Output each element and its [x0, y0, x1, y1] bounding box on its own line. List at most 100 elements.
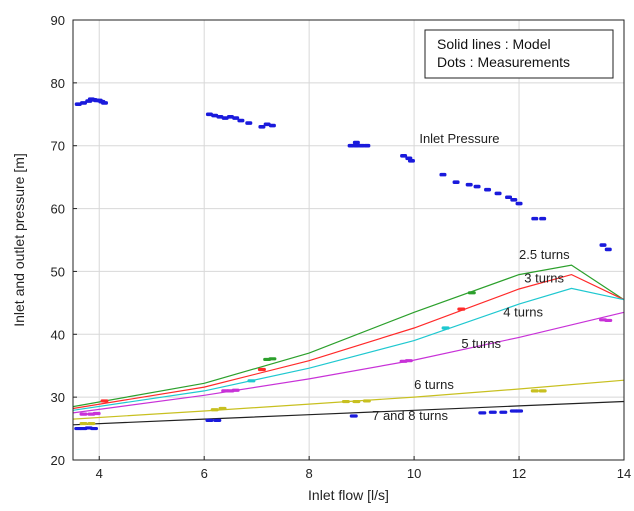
x-tick-label: 12 [512, 466, 526, 481]
measurement-point [100, 399, 109, 403]
measurement-point [530, 389, 539, 393]
inlet-pressure-point [510, 197, 518, 202]
y-tick-label: 90 [51, 13, 65, 28]
inlet-pressure-point [237, 118, 245, 123]
y-tick-label: 70 [51, 139, 65, 154]
measurement-point [79, 421, 88, 426]
measurement-point [268, 357, 277, 361]
inlet-pressure-point [531, 216, 539, 221]
y-tick-label: 30 [51, 390, 65, 405]
model-line [72, 264, 625, 408]
measurement-point [362, 399, 371, 403]
measurement-point [210, 408, 219, 412]
inlet-pressure-point [79, 101, 87, 105]
inlet-pressure-point [465, 182, 473, 187]
model-line [72, 400, 625, 426]
measurement-point [341, 399, 350, 404]
legend-box: Solid lines : Model Dots : Measurements [424, 29, 614, 79]
x-tick-label: 10 [407, 466, 421, 481]
y-tick-label: 60 [51, 202, 65, 217]
measurement-point [499, 410, 508, 414]
series-label: 6 turns [414, 377, 454, 392]
measurement-point [515, 409, 524, 413]
x-tick-label: 6 [201, 466, 208, 481]
measurement-point [257, 367, 266, 372]
inlet-pressure-point [258, 125, 266, 129]
model-lines [72, 264, 625, 426]
inlet-pressure-point [347, 143, 355, 148]
inlet-pressure-point [505, 195, 513, 200]
measurement-point [89, 426, 98, 431]
series-label: 5 turns [461, 336, 501, 351]
inlet-pressure-point [439, 172, 447, 177]
measurement-point [352, 399, 361, 404]
model-line [72, 287, 625, 411]
model-line [72, 311, 625, 414]
inlet-pressure-point [352, 140, 360, 145]
inlet-pressure-point [74, 102, 82, 107]
measurement-point [441, 326, 450, 330]
measurement-point [404, 359, 413, 363]
y-tick-label: 50 [51, 264, 65, 279]
inlet-pressure-point [232, 116, 240, 120]
model-line [72, 379, 625, 420]
measurement-point [538, 389, 547, 393]
series-label: 7 and 8 turns [372, 408, 448, 423]
measurement-point [247, 379, 256, 383]
inlet-pressure-point [221, 116, 229, 120]
model-line [72, 273, 625, 410]
y-tick-label: 80 [51, 76, 65, 91]
inlet-pressure-point [245, 121, 253, 125]
inlet-pressure-point [100, 101, 108, 105]
inlet-pressure-point [473, 184, 481, 189]
inlet-pressure-point [407, 159, 415, 163]
inlet-pressure-point [263, 122, 271, 127]
measurement-point [349, 414, 358, 418]
series-label: 4 turns [503, 305, 543, 320]
measurement-point [92, 411, 101, 416]
y-tick-label: 40 [51, 327, 65, 342]
inlet-pressure-point [216, 115, 224, 119]
inlet-pressure-label: Inlet Pressure [419, 131, 499, 146]
inlet-pressure-point [211, 113, 219, 118]
measurement-point [87, 421, 96, 426]
tick-labels: 4 6 8 10 12 14 20 30 40 50 60 70 80 90 [51, 13, 632, 481]
inlet-pressure-point [268, 123, 276, 128]
x-tick-label: 4 [96, 466, 103, 481]
measurement-point [205, 418, 214, 422]
measurement-point [231, 388, 240, 392]
y-axis-label: Inlet and outlet pressure [m] [11, 153, 27, 327]
measurement-point [213, 418, 222, 422]
inlet-pressure-point [452, 180, 460, 184]
measurement-point [478, 411, 487, 415]
inlet-pressure-point [604, 247, 612, 252]
measurement-point [218, 406, 227, 411]
measurement-point [604, 318, 613, 323]
inlet-pressure-point [494, 191, 502, 196]
inlet-pressure-point [599, 243, 607, 247]
y-tick-label: 20 [51, 453, 65, 468]
measurement-point [467, 291, 476, 295]
inlet-pressure-point [539, 216, 547, 221]
inlet-pressure-points [74, 97, 612, 252]
legend-line-measurements: Dots : Measurements [437, 54, 570, 70]
series-label: 3 turns [524, 271, 564, 286]
x-axis-label: Inlet flow [l/s] [308, 487, 389, 503]
inlet-pressure-point [358, 143, 366, 148]
inlet-pressure-point [400, 153, 408, 158]
legend-rect [424, 29, 614, 79]
measurement-point [79, 412, 88, 416]
plot-frame [72, 19, 625, 461]
x-tick-label: 8 [306, 466, 313, 481]
inlet-pressure-point [205, 112, 213, 117]
inlet-pressure-point [352, 143, 360, 148]
inlet-pressure-point [363, 143, 371, 148]
series-label: 2.5 turns [519, 247, 570, 262]
series-annotations: 2.5 turns 3 turns 4 turns 5 turns 6 turns 7 a… [372, 131, 570, 423]
inlet-pressure-point [515, 201, 523, 206]
grid [73, 20, 624, 460]
measurement-points [74, 291, 613, 431]
inlet-pressure-point [484, 187, 492, 192]
legend-line-model: Solid lines : Model [437, 36, 551, 52]
